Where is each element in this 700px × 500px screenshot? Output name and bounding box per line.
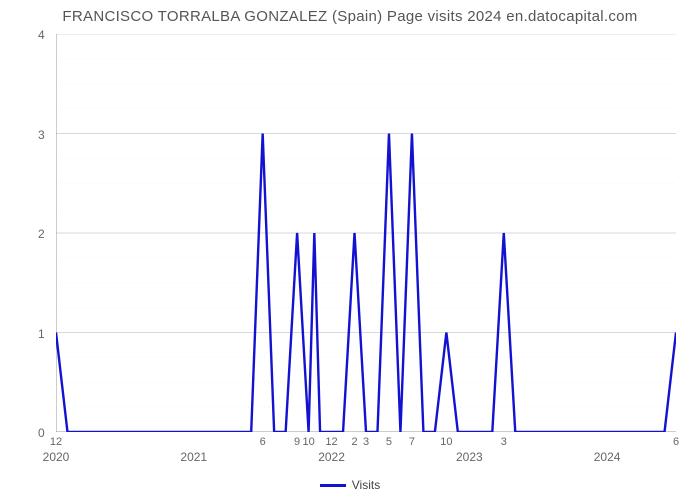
x-minor-tick-label: 3: [363, 436, 369, 448]
x-major-tick-label: 2020: [43, 450, 70, 464]
x-minor-tick-label: 12: [50, 436, 62, 448]
x-major-tick-label: 2023: [456, 450, 483, 464]
y-grid: [56, 34, 676, 432]
y-tick-label: 1: [38, 327, 45, 341]
legend-label: Visits: [352, 478, 380, 492]
chart-title: FRANCISCO TORRALBA GONZALEZ (Spain) Page…: [0, 8, 700, 25]
x-minor-tick-label: 7: [409, 436, 415, 448]
y-tick-label: 4: [38, 28, 45, 42]
visits-chart: FRANCISCO TORRALBA GONZALEZ (Spain) Page…: [0, 0, 700, 500]
x-minor-tick-label: 6: [673, 436, 679, 448]
x-minor-tick-label: 12: [325, 436, 337, 448]
y-tick-label: 0: [38, 426, 45, 440]
x-minor-tick-label: 5: [386, 436, 392, 448]
legend-swatch: [320, 484, 346, 487]
plot-area: [56, 34, 676, 432]
x-major-tick-label: 2024: [594, 450, 621, 464]
x-minor-tick-label: 2: [351, 436, 357, 448]
x-major-tick-label: 2021: [180, 450, 207, 464]
legend: Visits: [0, 478, 700, 492]
x-minor-tick-label: 3: [501, 436, 507, 448]
y-tick-label: 3: [38, 128, 45, 142]
x-minor-tick-label: 9: [294, 436, 300, 448]
x-major-tick-label: 2022: [318, 450, 345, 464]
x-minor-tick-label: 10: [302, 436, 314, 448]
y-tick-label: 2: [38, 227, 45, 241]
x-minor-tick-label: 6: [260, 436, 266, 448]
x-minor-tick-label: 10: [440, 436, 452, 448]
